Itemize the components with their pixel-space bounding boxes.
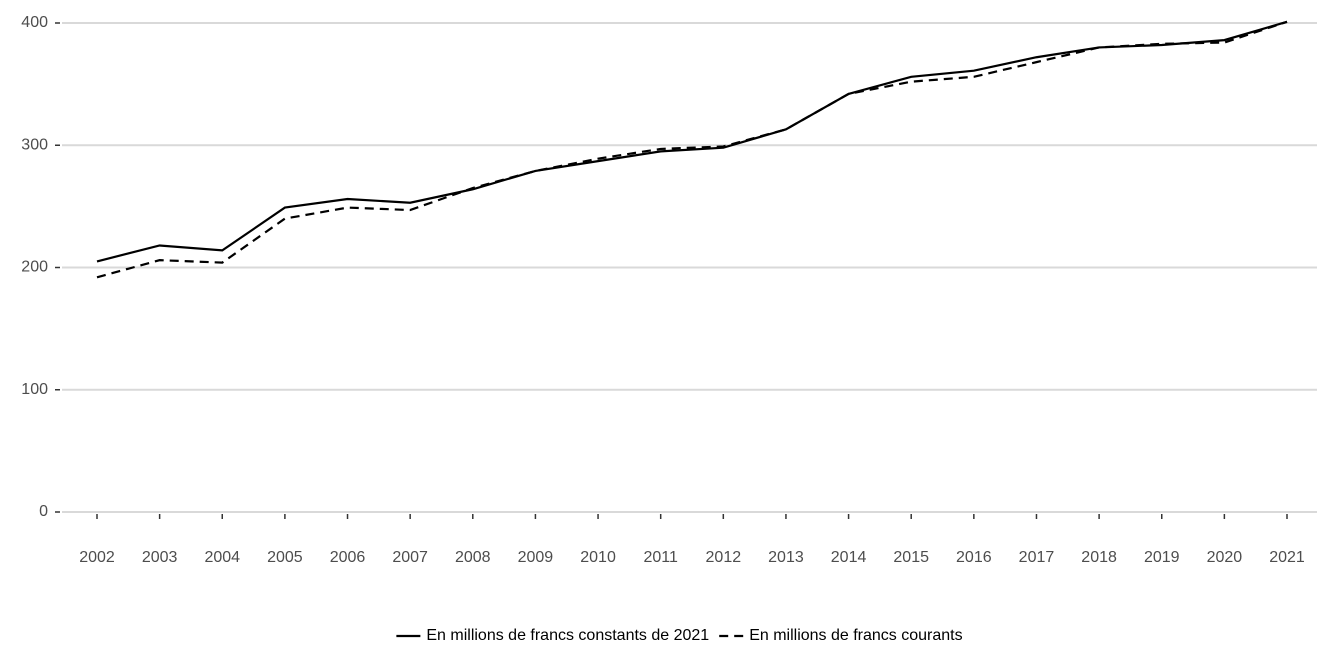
x-tick-label: 2014 bbox=[831, 549, 867, 566]
x-tick-label: 2015 bbox=[893, 549, 929, 566]
data-line bbox=[96, 20, 1288, 279]
legend-label: En millions de francs courants bbox=[749, 627, 962, 644]
y-tick-label: 200 bbox=[21, 259, 48, 276]
legend-label: En millions de francs constants de 2021 bbox=[426, 627, 709, 644]
x-tick-label: 2008 bbox=[455, 549, 491, 566]
x-tick-label: 2002 bbox=[79, 549, 115, 566]
x-tick-label: 2013 bbox=[768, 549, 804, 566]
x-tick-label: 2009 bbox=[518, 549, 554, 566]
x-tick-label: 2020 bbox=[1207, 549, 1243, 566]
y-tick-label: 0 bbox=[39, 503, 48, 520]
x-tick-label: 2012 bbox=[706, 549, 742, 566]
x-tick-label: 2016 bbox=[956, 549, 992, 566]
x-tick-label: 2019 bbox=[1144, 549, 1180, 566]
x-tick-label: 2011 bbox=[643, 549, 678, 566]
x-tick-label: 2021 bbox=[1269, 549, 1305, 566]
y-tick-label: 300 bbox=[21, 136, 48, 153]
x-tick-label: 2010 bbox=[580, 549, 616, 566]
y-tick-label: 100 bbox=[21, 381, 48, 398]
x-tick-label: 2003 bbox=[142, 549, 178, 566]
x-tick-label: 2018 bbox=[1081, 549, 1117, 566]
x-tick-label: 2017 bbox=[1019, 549, 1055, 566]
legend: En millions de francs constants de 2021 E… bbox=[396, 627, 963, 644]
x-tick-label: 2007 bbox=[392, 549, 428, 566]
x-tick-label: 2006 bbox=[330, 549, 366, 566]
x-tick-label: 2005 bbox=[267, 549, 303, 566]
data-line bbox=[96, 20, 1288, 263]
y-tick-label: 400 bbox=[21, 14, 48, 31]
x-tick-label: 2004 bbox=[204, 549, 240, 566]
